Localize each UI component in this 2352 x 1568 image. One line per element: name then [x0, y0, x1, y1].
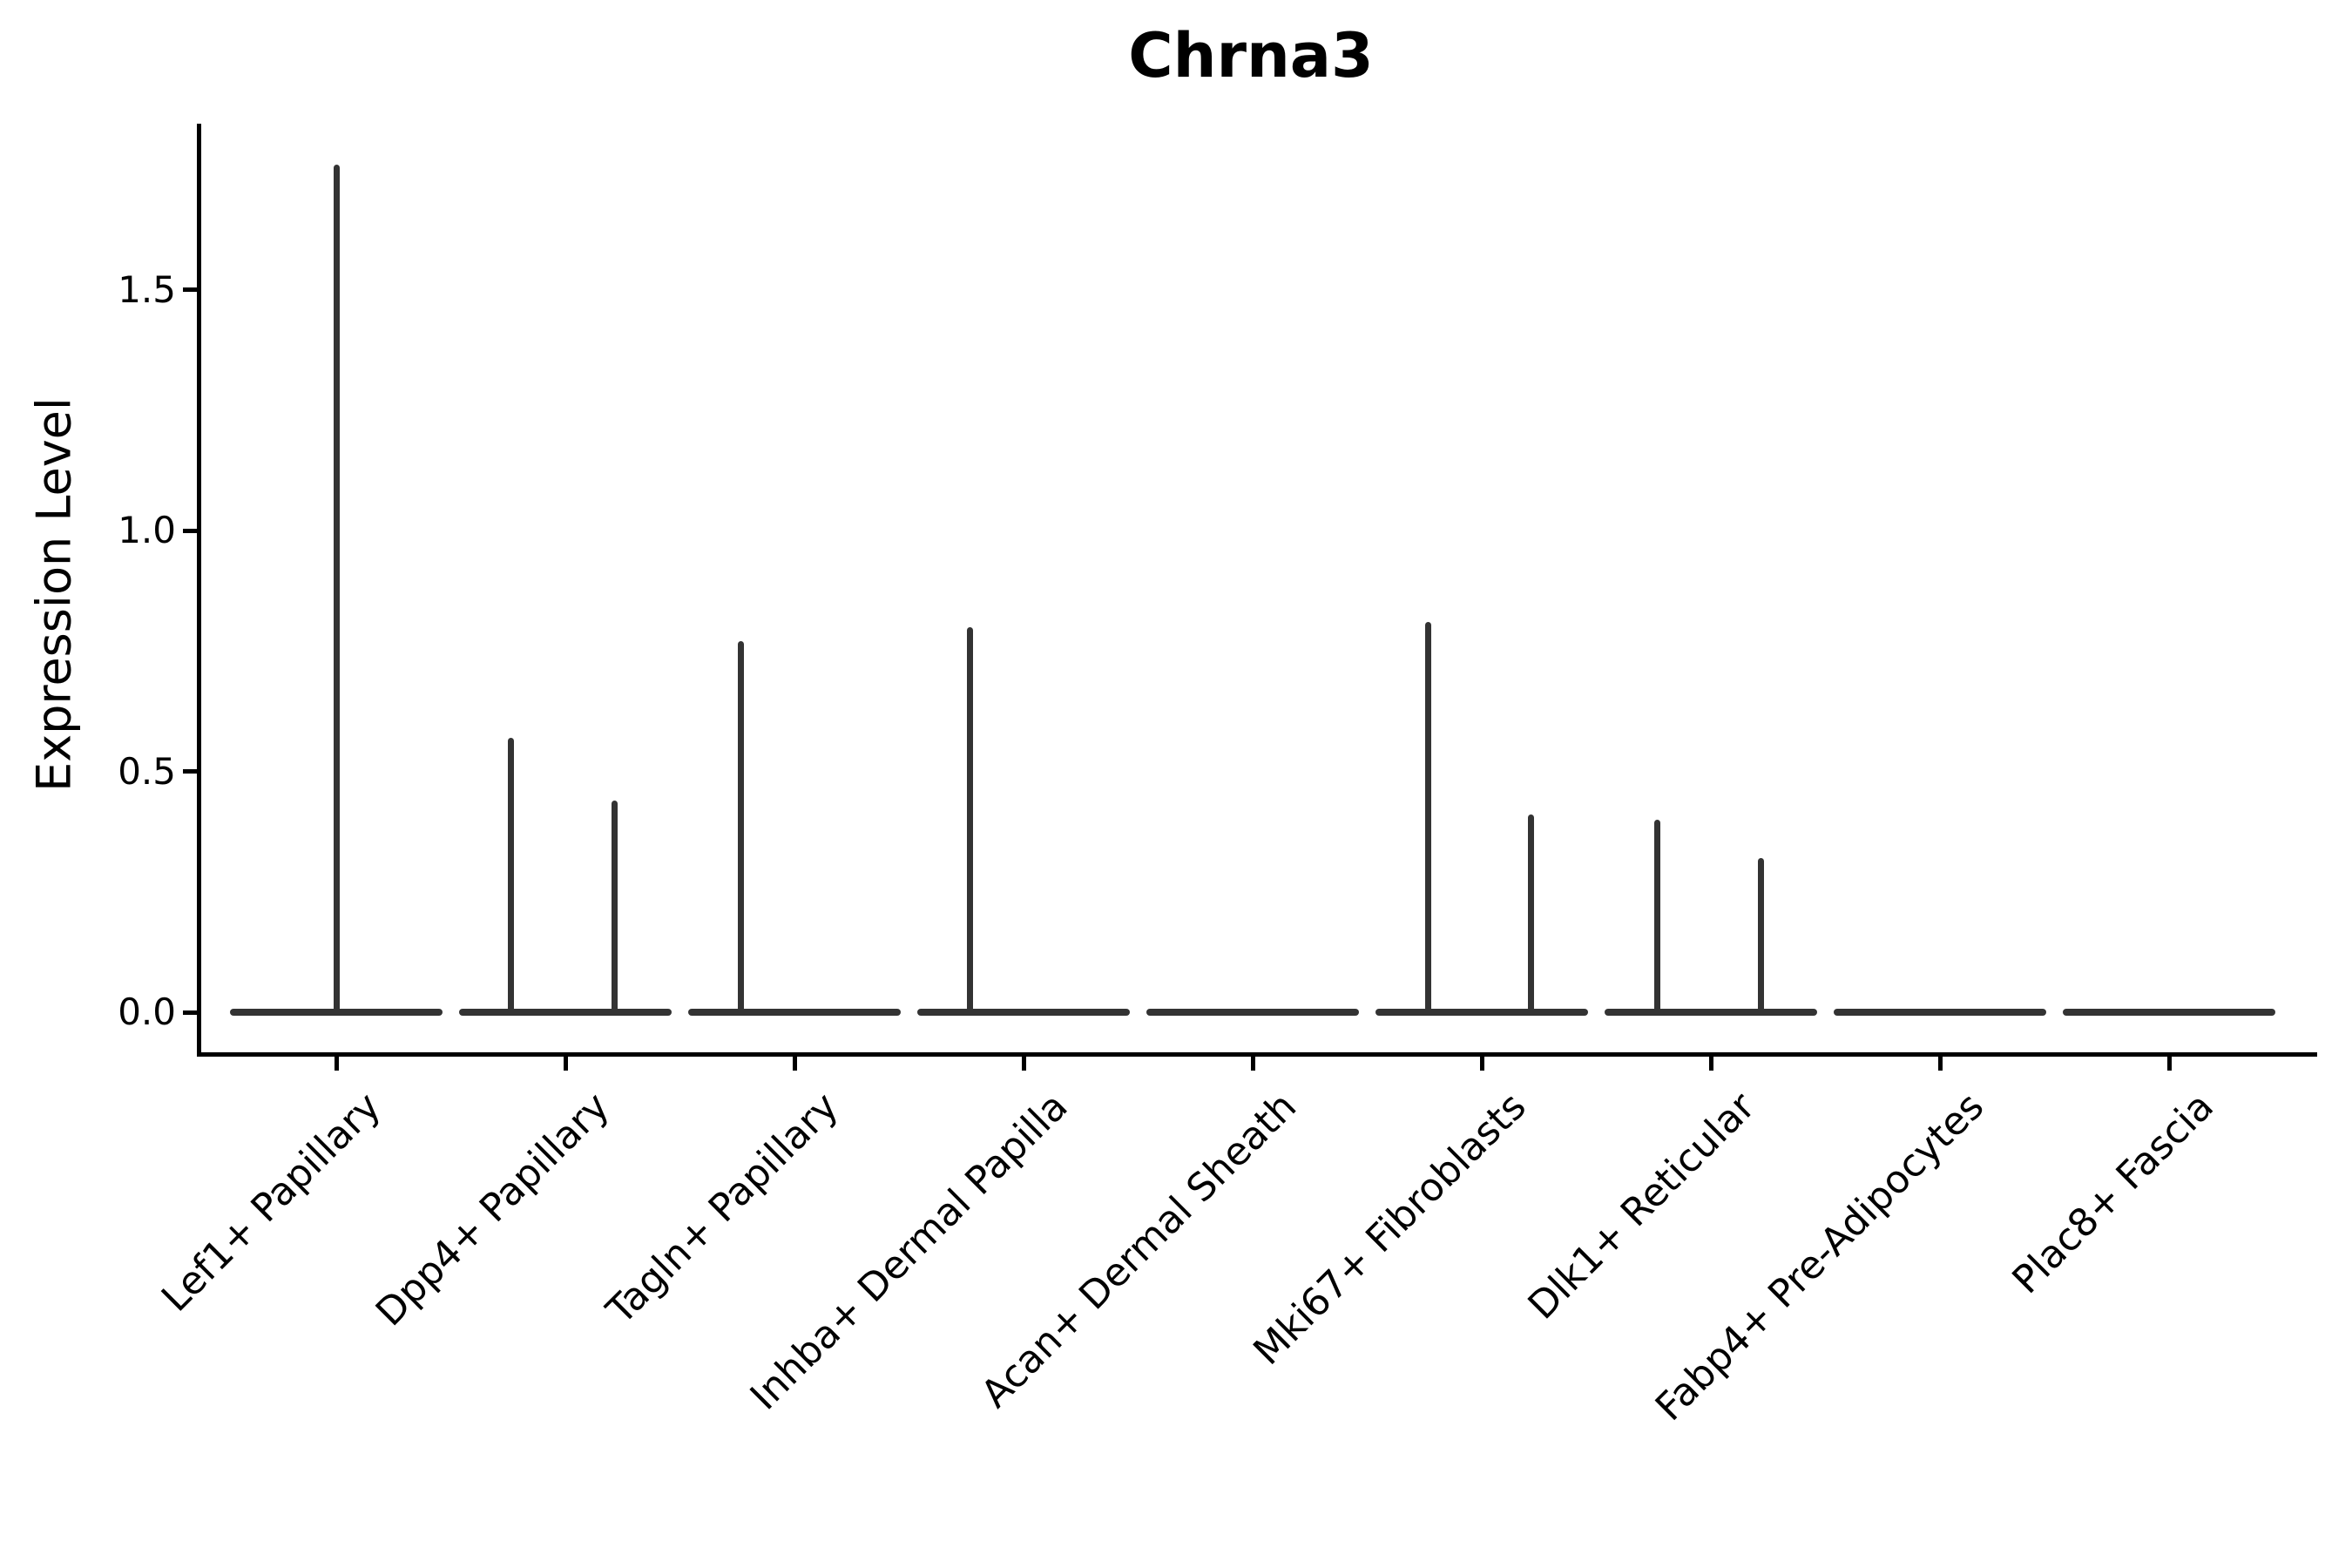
violin-baseline	[1834, 1009, 2046, 1016]
violin-spike	[737, 641, 744, 1016]
violin-spike	[333, 164, 340, 1016]
violin-spike	[1424, 622, 1431, 1016]
y-tick-mark	[183, 1010, 197, 1015]
x-tick-mark	[1250, 1057, 1255, 1071]
x-tick-mark	[1708, 1057, 1713, 1071]
violin-spike	[1527, 814, 1534, 1016]
x-tick-label: Tagln+ Papillary	[598, 1084, 848, 1334]
x-tick-mark	[334, 1057, 339, 1071]
x-tick-mark	[792, 1057, 797, 1071]
x-tick-mark	[563, 1057, 568, 1071]
violin-spike	[1757, 858, 1764, 1016]
x-tick-label: Lef1+ Papillary	[152, 1084, 389, 1321]
y-tick-label: 0.5	[118, 749, 176, 793]
y-tick-label: 0.0	[118, 990, 176, 1033]
x-tick-mark	[1937, 1057, 1943, 1071]
plot-title: Chrna3	[1128, 20, 1374, 91]
x-tick-mark	[2166, 1057, 2172, 1071]
violin-baseline	[688, 1009, 901, 1016]
violin-spike	[1653, 819, 1660, 1016]
violin-baseline	[1146, 1009, 1359, 1016]
violin-baseline	[2063, 1009, 2275, 1016]
violin-baseline	[1375, 1009, 1588, 1016]
x-tick-label: Dlk1+ Reticular	[1519, 1084, 1764, 1328]
violin-spike	[966, 626, 973, 1016]
y-tick-mark	[183, 528, 197, 533]
x-tick-label: Dpp4+ Papillary	[367, 1084, 618, 1335]
x-tick-label: Plac8+ Fascia	[2004, 1084, 2222, 1303]
x-axis-spine	[197, 1052, 2317, 1057]
violin-baseline	[917, 1009, 1130, 1016]
violin-spike	[507, 737, 514, 1016]
violin-baseline	[1605, 1009, 1817, 1016]
x-tick-mark	[1479, 1057, 1484, 1071]
y-tick-mark	[183, 287, 197, 292]
violin-baseline	[459, 1009, 672, 1016]
violin-spike	[611, 800, 618, 1016]
x-tick-mark	[1021, 1057, 1026, 1071]
y-tick-label: 1.5	[118, 267, 176, 311]
y-axis-spine	[197, 124, 201, 1057]
y-tick-mark	[183, 769, 197, 774]
y-tick-label: 1.0	[118, 509, 176, 551]
